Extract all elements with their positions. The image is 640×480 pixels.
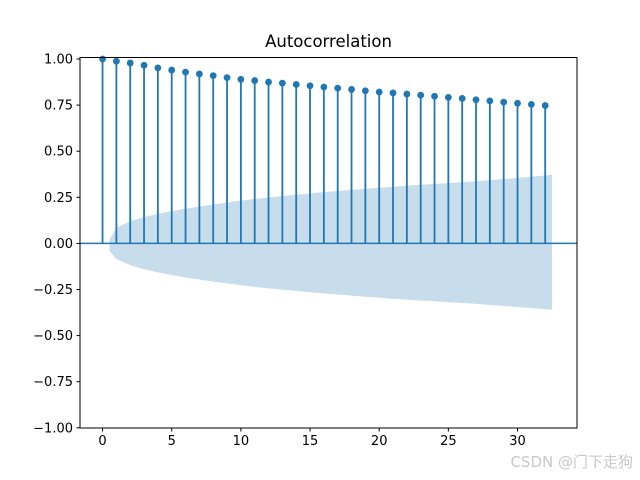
acf-marker [541,102,549,109]
acf-marker [417,91,425,99]
watermark: CSDN @门下走狗 [510,453,633,471]
acf-marker [444,93,452,101]
x-tick-label: 15 [302,434,319,449]
confidence-band [109,174,553,310]
acf-marker [265,78,272,86]
acf-marker [320,83,328,91]
acf-marker [140,61,148,69]
acf-marker [154,64,162,72]
y-tick-label: 0.25 [44,191,73,206]
y-tick-label: −0.75 [33,375,73,390]
y-tick-label: −0.50 [33,329,73,344]
acf-marker [209,72,217,79]
acf-marker [126,59,134,67]
acf-marker [527,100,535,108]
acf-marker [237,75,245,83]
acf-marker [112,57,120,65]
acf-marker [514,99,521,107]
acf-marker [403,90,411,98]
x-tick-label: 5 [168,434,176,449]
y-tick-label: 0.00 [44,237,73,252]
x-tick-label: 0 [98,434,106,449]
x-tick-label: 25 [440,434,457,449]
acf-marker [306,82,314,90]
y-tick-label: 1.00 [44,53,73,68]
acf-marker [472,96,480,104]
acf-marker [334,84,342,92]
acf-marker [223,74,231,82]
y-tick-label: −0.25 [33,283,73,298]
acf-marker [292,81,300,88]
acf-marker [500,98,508,106]
acf-marker [278,79,286,87]
x-tick-label: 20 [371,434,388,449]
acf-marker [348,86,355,93]
y-tick-label: 0.75 [44,99,73,114]
acf-marker [389,89,397,97]
x-tick-label: 10 [233,434,250,449]
acf-marker [195,70,203,78]
axes-frame [79,57,578,429]
acf-marker [182,68,189,76]
acf-marker [458,95,466,102]
y-tick-label: −1.00 [33,421,73,436]
x-tick-label: 30 [509,434,526,449]
acf-marker [375,88,383,96]
acf-marker [99,55,106,63]
acf-marker [361,87,369,95]
acf-marker [431,92,438,100]
chart-title: Autocorrelation [265,32,392,51]
acf-marker [251,77,259,84]
acf-marker [168,66,176,74]
acf-marker [486,97,494,105]
y-tick-label: 0.50 [44,145,73,160]
